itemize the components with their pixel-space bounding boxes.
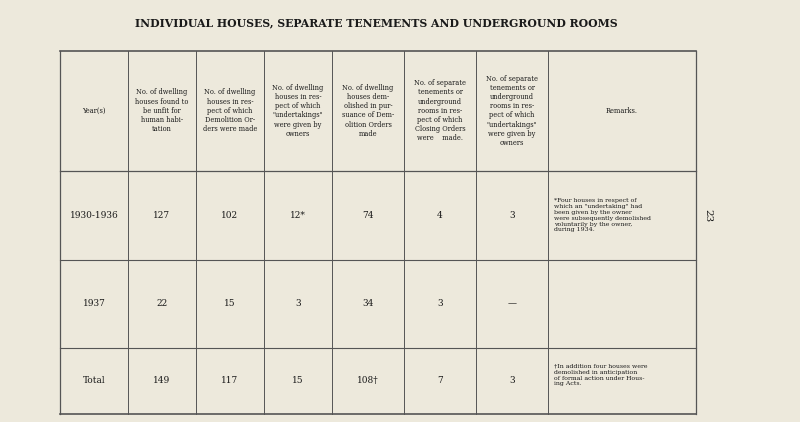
Text: No. of dwelling
houses dem-
olished in pur-
suance of Dem-
olition Orders
made: No. of dwelling houses dem- olished in p… bbox=[342, 84, 394, 138]
Text: 1930-1936: 1930-1936 bbox=[70, 211, 118, 220]
Text: Remarks.: Remarks. bbox=[606, 107, 638, 115]
Text: †In addition four houses were
demolished in anticipation
of formal action under : †In addition four houses were demolished… bbox=[554, 364, 648, 387]
Text: 12*: 12* bbox=[290, 211, 306, 220]
Text: 3: 3 bbox=[295, 299, 301, 308]
Text: 4: 4 bbox=[437, 211, 443, 220]
Text: 15: 15 bbox=[224, 299, 236, 308]
Text: 1937: 1937 bbox=[82, 299, 106, 308]
Text: No. of separate
tenements or
underground
rooms in res-
pect of which
Closing Ord: No. of separate tenements or underground… bbox=[414, 79, 466, 142]
Text: 3: 3 bbox=[437, 299, 443, 308]
Text: 34: 34 bbox=[362, 299, 374, 308]
Text: 15: 15 bbox=[292, 376, 304, 385]
Text: No. of dwelling
houses in res-
pect of which
Demolition Or-
ders were made: No. of dwelling houses in res- pect of w… bbox=[203, 88, 257, 133]
Text: 7: 7 bbox=[437, 376, 443, 385]
Text: 127: 127 bbox=[154, 211, 170, 220]
Text: 3: 3 bbox=[509, 211, 515, 220]
Text: 149: 149 bbox=[154, 376, 170, 385]
Text: —: — bbox=[507, 299, 517, 308]
Text: 22: 22 bbox=[156, 299, 168, 308]
Text: No. of separate
tenements or
underground
rooms in res-
pect of which
"undertakin: No. of separate tenements or underground… bbox=[486, 75, 538, 147]
Text: *Four houses in respect of
which an "undertaking" had
been given by the owner
we: *Four houses in respect of which an "und… bbox=[554, 198, 651, 233]
Text: 117: 117 bbox=[222, 376, 238, 385]
Text: No. of dwelling
houses found to
be unfit for
human habi-
tation: No. of dwelling houses found to be unfit… bbox=[135, 88, 189, 133]
Text: 102: 102 bbox=[222, 211, 238, 220]
Text: No. of dwelling
houses in res-
pect of which
"undertakings"
were given by
owners: No. of dwelling houses in res- pect of w… bbox=[272, 84, 324, 138]
Text: 74: 74 bbox=[362, 211, 374, 220]
Text: 3: 3 bbox=[509, 376, 515, 385]
Text: 23: 23 bbox=[703, 208, 713, 222]
Text: INDIVIDUAL HOUSES, SEPARATE TENEMENTS AND UNDERGROUND ROOMS: INDIVIDUAL HOUSES, SEPARATE TENEMENTS AN… bbox=[134, 18, 618, 29]
Text: Year(s): Year(s) bbox=[82, 107, 106, 115]
Text: Total: Total bbox=[82, 376, 106, 385]
Text: 108†: 108† bbox=[357, 376, 379, 385]
